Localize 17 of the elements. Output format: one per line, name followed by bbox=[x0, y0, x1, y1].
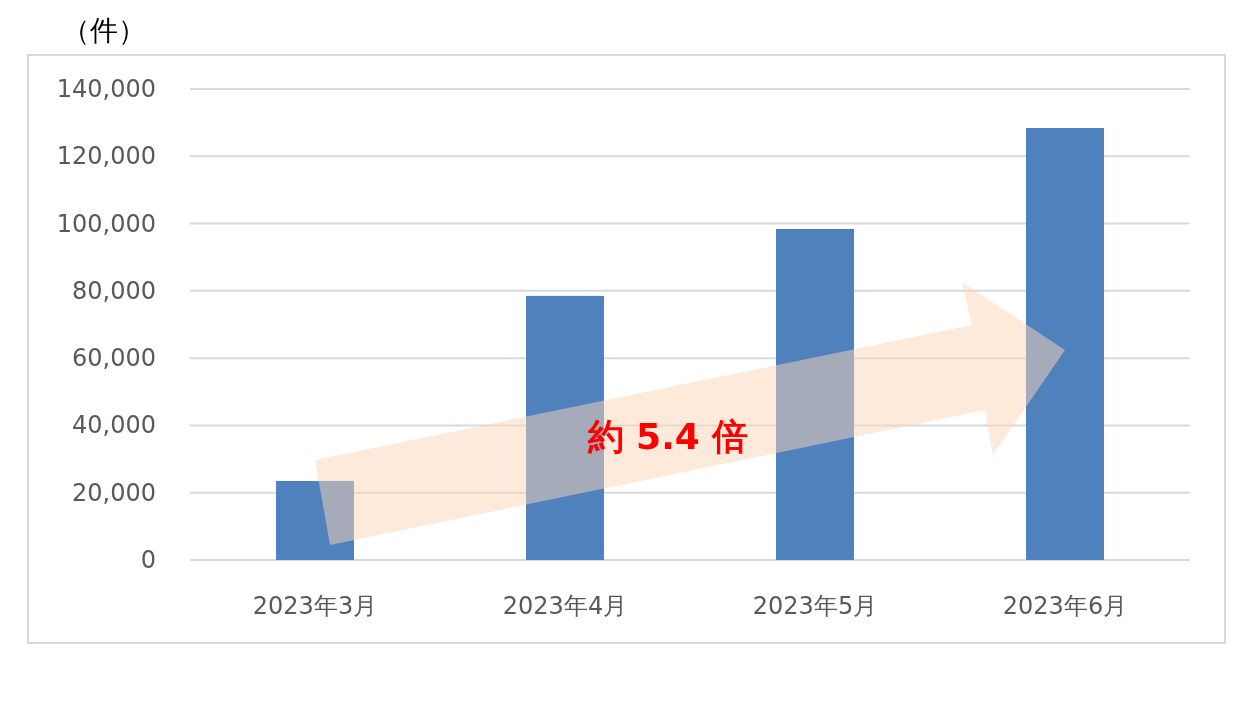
x-tick-label: 2023年5月 bbox=[752, 592, 878, 620]
y-tick-label: 20,000 bbox=[72, 478, 156, 507]
bar bbox=[1026, 128, 1104, 560]
x-tick-label: 2023年6月 bbox=[1002, 592, 1128, 620]
x-tick-label: 2023年3月 bbox=[252, 592, 378, 620]
annotation: 約 5.4 倍 bbox=[586, 415, 749, 457]
bar bbox=[276, 480, 354, 560]
y-axis-title: （件） bbox=[62, 13, 146, 47]
y-tick-label: 60,000 bbox=[72, 344, 156, 373]
y-tick-label: 140,000 bbox=[56, 75, 156, 103]
y-tick-label: 40,000 bbox=[72, 411, 156, 440]
y-tick-label: 80,000 bbox=[72, 276, 156, 305]
y-tick-label: 120,000 bbox=[56, 142, 156, 171]
x-tick-label: 2023年4月 bbox=[502, 592, 628, 620]
y-tick-label: 0 bbox=[140, 546, 156, 574]
bar bbox=[776, 228, 854, 560]
y-tick-label: 100,000 bbox=[56, 209, 156, 238]
